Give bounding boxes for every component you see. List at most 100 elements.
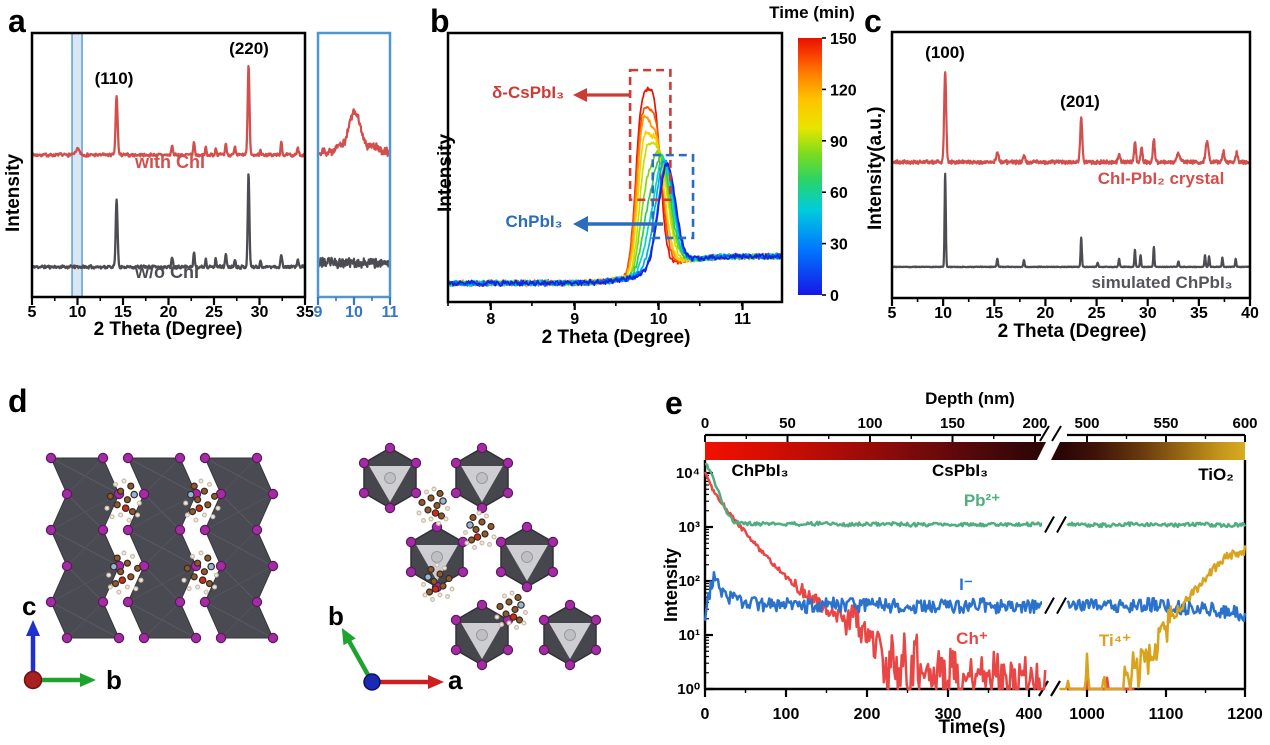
time-tick-label: 0 (701, 706, 710, 723)
curve-90 (447, 141, 783, 287)
highlight-band (71, 32, 83, 298)
y-tick-label: 10¹ (678, 627, 700, 644)
x-tick-label: 20 (1037, 305, 1055, 322)
depth-axis: 0 50 100 150 200 500 550 600 (701, 415, 1258, 442)
b-axis-arrow (80, 673, 96, 687)
y-tick-label: 10⁴ (676, 465, 700, 482)
curve-ChI-PbI₂ crystal (891, 71, 1251, 166)
x-tick-label: 5 (28, 304, 37, 321)
time-tick-label: 1100 (1149, 706, 1184, 723)
y-tick-label: 10² (678, 573, 700, 590)
panel-b-x-axis-title: 2 Theta (Degree) (541, 327, 691, 348)
crystal-structure-top-view (358, 442, 602, 671)
x-tick-label: 11 (734, 311, 751, 328)
crystal-structure-side-view (45, 452, 279, 644)
axis-label-b-right: b (328, 601, 344, 631)
series-label-chi-pbi2: ChI-PbI₂ crystal (1097, 169, 1225, 188)
axis-label-b-left: b (106, 665, 122, 695)
choline-molecule (421, 562, 455, 603)
depth-tick-label: 500 (1074, 415, 1099, 432)
depth-colorbar-right (1051, 442, 1245, 460)
x-tick-label: 25 (205, 304, 223, 321)
panel-e-tag: e (665, 385, 683, 421)
x-tick-label: 15 (114, 304, 132, 321)
sims-curve-I⁻ (703, 570, 1247, 623)
curve-120 (447, 114, 783, 287)
panel-e-chart: 0 50 100 150 200 500 550 600 10⁰ 10¹ 10² 10³ 10⁴ 0 100… (676, 415, 1263, 723)
depth-tick-label: 0 (701, 415, 709, 432)
arrowhead-chpbi3 (573, 216, 588, 232)
axes-indicator-left (23, 620, 96, 690)
arrowhead-delta-cspbi3 (573, 88, 587, 102)
curve-with ChI (30, 65, 307, 158)
panel-e-y-axis-title: Intensity (661, 547, 681, 622)
peak-annotation-100: (100) (925, 43, 965, 62)
y-tick-label: 10³ (678, 519, 700, 536)
depth-tick-label: 600 (1232, 415, 1257, 432)
region-label-cspbi3: CsPbI₃ (931, 461, 989, 480)
x-tick-label: 10 (69, 304, 87, 321)
curve-w/o ChI (31, 173, 306, 270)
axis-break-gap (1042, 514, 1066, 535)
panel-b: 8 9 10 11 0 30 60 90 120 150 b Intensity 2 Theta … (430, 0, 870, 360)
depth-tick-label: 150 (940, 415, 965, 432)
plot-frame (446, 31, 784, 304)
peak-annotation-201: (201) (1060, 92, 1100, 111)
x-tick-label: 9 (314, 304, 323, 321)
depth-tick-label: 200 (1022, 415, 1047, 432)
curve-45 (447, 157, 783, 287)
colorbar-tick-label: 90 (830, 134, 848, 151)
panel-e-x-axis-title: Time(s) (938, 717, 1006, 738)
dashed-box-chpbi3 (651, 153, 695, 240)
time-tick-label: 400 (1016, 706, 1043, 723)
depth-tick-label: 100 (857, 415, 882, 432)
curve- (447, 162, 783, 287)
choline-molecule (181, 550, 219, 595)
x-tick-label: 15 (985, 305, 1003, 322)
annotation-chpbi3: ChPbI₃ (505, 212, 563, 231)
curve-w/o ChI (316, 256, 392, 270)
colorbar-title: Time (min) (769, 3, 855, 22)
axis-label-c: c (22, 591, 37, 621)
series-label-pb: Pb²⁺ (963, 491, 1001, 510)
panel-c-y-axis-title: Intensity(a.u.) (865, 106, 886, 230)
x-axis: 5 10 15 20 25 30 35 40 (888, 298, 1259, 322)
axis-label-a: a (448, 665, 463, 695)
time-tick-label: 1000 (1069, 706, 1105, 723)
panel-a-chart: 5 10 15 20 25 30 35 9 10 11 (28, 31, 399, 321)
panel-d-crystal-structures (23, 442, 602, 691)
c-axis-origin-sphere (363, 673, 381, 691)
colorbar-tick-label: 60 (830, 185, 848, 202)
x-axis: 9 10 11 (314, 297, 399, 321)
x-tick-label: 10 (345, 304, 363, 321)
depth-colorbar-left (705, 442, 1046, 460)
series-label-simulated: simulated ChPbI₃ (1091, 273, 1233, 292)
x-tick-label: 30 (1139, 305, 1157, 322)
sims-curve-Pb²⁺ (704, 462, 1247, 529)
colorbar-tick-label: 0 (830, 288, 839, 305)
panel-c-x-axis-title: 2 Theta (Degree) (997, 321, 1147, 342)
x-tick-label: 11 (382, 304, 399, 321)
panel-a-x-axis-title: 2 Theta (Degree) (93, 319, 243, 340)
depth-tick-label: 550 (1153, 415, 1178, 432)
colorbar-tick-label: 150 (830, 31, 857, 48)
choline-molecule (494, 590, 528, 631)
time-axis: 0 100 200 300 400 1000 1100 1200 (701, 680, 1263, 723)
time-tick-label: 1200 (1227, 706, 1263, 723)
peak-annotation-220: (220) (229, 39, 269, 58)
panel-c-chart: 5 10 15 20 25 30 35 40 (888, 30, 1259, 322)
choline-molecule (416, 486, 451, 527)
a-axis-arrow (428, 675, 444, 689)
curve-with ChI (316, 108, 391, 157)
panel-a-y-axis-title: Intensity (3, 153, 24, 232)
x-axis: 5 10 15 20 25 30 35 (28, 297, 314, 321)
axes-indicator-right (341, 627, 444, 691)
panel-a: 5 10 15 20 25 30 35 9 10 11 a Intensity 2 Theta (… (0, 0, 430, 360)
series-label-i: I⁻ (959, 575, 973, 594)
x-tick-label: 25 (1088, 305, 1106, 322)
x-tick-label: 20 (160, 304, 178, 321)
x-tick-label: 30 (251, 304, 269, 321)
panel-c: 5 10 15 20 25 30 35 40 c Intensity(a.u.) 2 Thet… (860, 0, 1270, 360)
colorbar-tick-label: 30 (830, 237, 848, 254)
